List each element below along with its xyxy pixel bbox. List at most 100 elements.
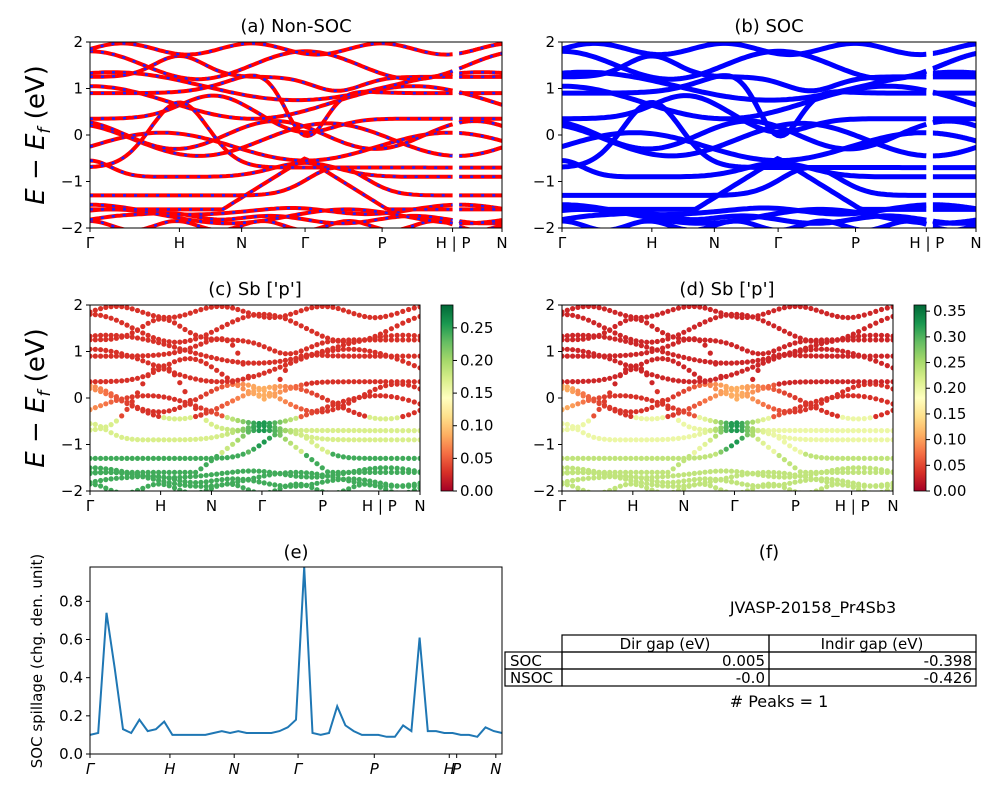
projection-point: [372, 393, 378, 399]
projection-point: [261, 473, 267, 479]
projection-point: [644, 406, 650, 412]
projection-point: [585, 469, 592, 475]
projection-point: [400, 455, 406, 461]
projection-point: [314, 392, 320, 398]
projection-point: [878, 397, 885, 403]
x-tick-label: N: [229, 760, 240, 778]
projection-point: [150, 476, 156, 482]
projection-point: [319, 395, 325, 401]
projection-point: [890, 401, 893, 407]
projection-point: [282, 367, 288, 373]
projection-point: [840, 314, 846, 320]
projection-point: [797, 449, 803, 455]
projection-point: [873, 353, 879, 359]
projection-point: [617, 337, 623, 343]
projection-point: [803, 305, 809, 310]
projection-point: [198, 377, 204, 383]
projection-point: [750, 383, 756, 389]
projection-point: [813, 488, 819, 491]
projection-point: [372, 455, 378, 461]
projection-point: [256, 427, 262, 434]
projection-point: [813, 398, 819, 404]
projection-point: [707, 395, 713, 401]
projection-point: [654, 402, 660, 408]
projection-point: [145, 360, 151, 366]
projection-point: [240, 478, 246, 484]
projection-point: [325, 339, 331, 345]
projection-point: [575, 353, 581, 359]
x-tick-label: H | P: [436, 234, 471, 252]
projection-point: [856, 469, 862, 475]
projection-point: [670, 412, 676, 418]
projection-point: [691, 403, 698, 409]
x-tick-label: H: [164, 760, 175, 778]
projection-point: [171, 437, 178, 443]
projection-point: [617, 475, 623, 481]
band-line: [562, 206, 927, 226]
panel-b-y-ticks: 210−1−2: [533, 33, 562, 237]
projection-point: [98, 353, 104, 359]
projection-point: [124, 399, 130, 405]
y-tick-label: −1: [533, 173, 555, 191]
projection-point: [718, 382, 724, 388]
projection-point: [670, 405, 676, 411]
projection-point: [723, 427, 729, 434]
projection-point: [718, 419, 724, 426]
projection-point: [129, 376, 135, 382]
projection-point: [884, 384, 890, 390]
projection-point: [612, 381, 618, 387]
projection-point: [272, 314, 278, 320]
projection-point: [744, 482, 751, 488]
projection-point: [580, 399, 586, 405]
projection-point: [739, 346, 745, 352]
projection-point: [575, 347, 581, 353]
projection-point: [298, 308, 304, 314]
projection-point: [309, 328, 315, 334]
projection-point: [856, 333, 862, 339]
projection-point: [638, 455, 645, 461]
projection-point: [829, 427, 835, 434]
projection-point: [834, 313, 841, 320]
projection-point: [400, 396, 406, 402]
projection-point: [129, 436, 135, 442]
projection-point: [150, 338, 156, 344]
projection-point: [251, 373, 257, 380]
projection-point: [224, 476, 230, 482]
x-tick-label: N: [414, 497, 425, 515]
projection-point: [182, 326, 188, 333]
projection-point: [707, 359, 713, 365]
projection-point: [282, 313, 288, 319]
projection-point: [739, 384, 745, 390]
projection-point: [156, 336, 162, 342]
projection-point: [564, 312, 570, 318]
projection-point: [570, 455, 576, 461]
projection-point: [266, 472, 273, 478]
projection-point: [612, 455, 618, 461]
projection-point: [728, 474, 735, 480]
projection-point: [129, 334, 135, 340]
projection-point: [166, 314, 172, 321]
band-line-dash: [90, 122, 453, 158]
projection-point: [150, 335, 156, 341]
projection-point: [90, 407, 93, 413]
x-tick-label: Γ: [558, 234, 567, 252]
projection-point: [411, 363, 417, 369]
projection-point: [103, 485, 109, 491]
projection-point: [309, 408, 315, 415]
projection-point: [623, 476, 629, 482]
projection-point: [383, 383, 389, 389]
projection-point: [214, 482, 220, 489]
projection-point: [240, 386, 246, 392]
projection-point: [580, 332, 586, 338]
projection-point: [156, 455, 162, 461]
projection-point: [208, 364, 214, 370]
colorbar-tick-label: 0.10: [460, 417, 493, 435]
projection-point: [214, 367, 220, 373]
projection-point: [845, 353, 851, 359]
x-tick-label: N: [970, 234, 981, 252]
projection-point: [356, 427, 362, 434]
projection-point: [633, 469, 639, 475]
projection-point: [198, 307, 204, 313]
projection-point: [161, 338, 167, 344]
projection-point: [884, 481, 890, 487]
